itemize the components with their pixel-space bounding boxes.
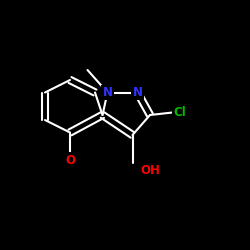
Text: O: O — [65, 154, 75, 166]
Text: N: N — [132, 86, 142, 99]
Text: Cl: Cl — [174, 106, 186, 119]
Text: N: N — [102, 86, 113, 99]
Text: OH: OH — [140, 164, 160, 176]
